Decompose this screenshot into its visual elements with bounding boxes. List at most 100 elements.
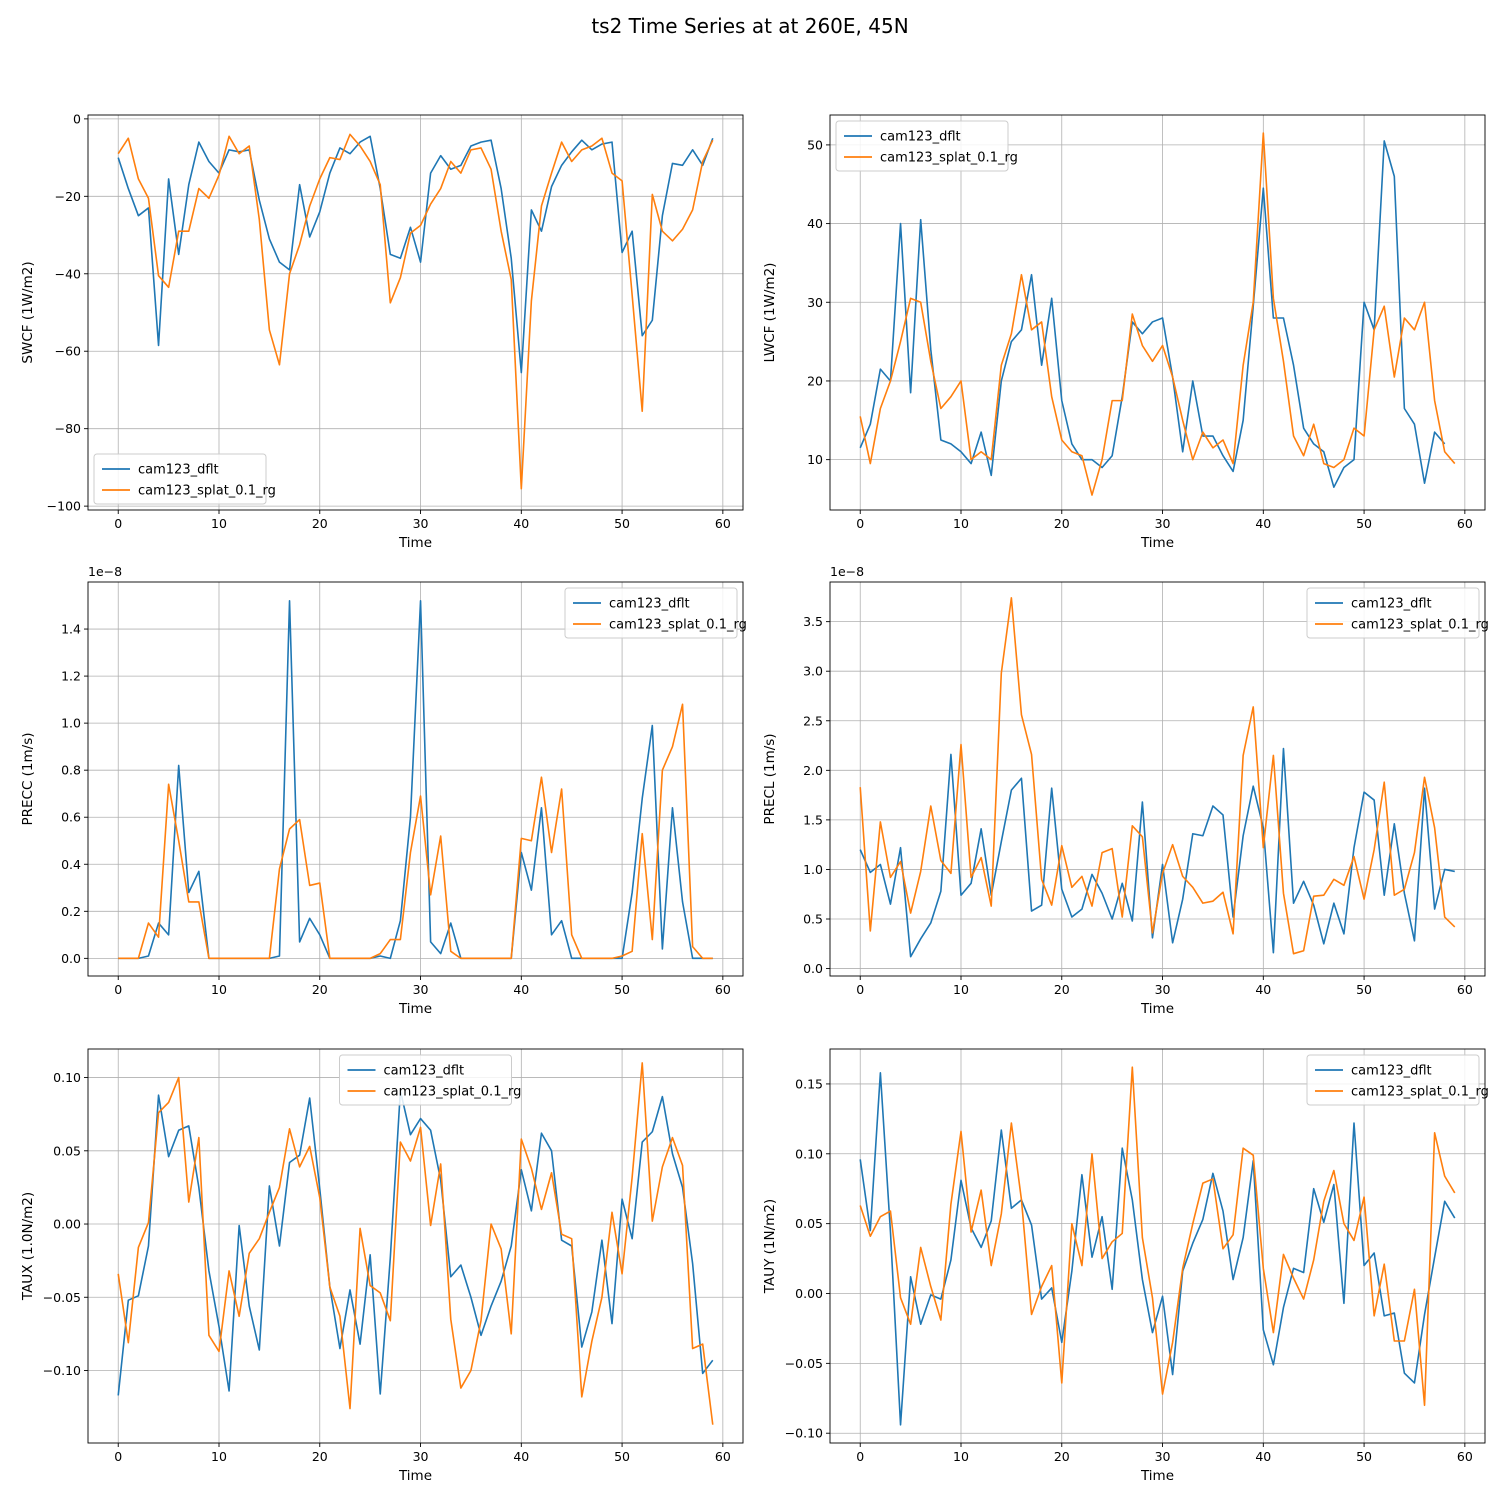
axes-frame — [87, 581, 744, 977]
y-tick-label: 0.8 — [61, 763, 81, 778]
x-tick-label: 10 — [211, 516, 227, 531]
y-tick-label: 1.2 — [61, 669, 81, 684]
y-tick-label: 2.5 — [803, 713, 823, 728]
x-tick-label: 50 — [614, 982, 630, 997]
x-tick-label: 10 — [953, 1449, 969, 1464]
x-axis-label: Time — [1140, 535, 1174, 551]
y-tick-label: 0.6 — [61, 810, 81, 825]
legend-box — [564, 587, 738, 639]
x-tick-label: 40 — [1255, 1449, 1271, 1464]
y-tick-label: 10 — [807, 452, 823, 467]
legend-entry-cam123-dflt: cam123_dflt — [384, 1064, 465, 1079]
x-tick-label: 20 — [1054, 982, 1070, 997]
x-tick-label: 20 — [312, 1449, 328, 1464]
x-tick-label: 30 — [1155, 982, 1171, 997]
x-tick-label: 10 — [211, 1449, 227, 1464]
legend-entry-cam123-dflt: cam123_dflt — [880, 130, 961, 145]
legend-entry-cam123-splat-0-1-rg: cam123_splat_0.1_rg — [1351, 618, 1489, 633]
legend: cam123_dflt cam123_splat_0.1_rg — [564, 587, 747, 639]
x-tick-label: 0 — [856, 1449, 864, 1464]
x-axis-label: Time — [1140, 1468, 1174, 1484]
y-tick-label: 0.5 — [803, 912, 823, 927]
legend: cam123_dflt cam123_splat_0.1_rg — [339, 1054, 522, 1106]
x-axis-label: Time — [398, 1001, 432, 1017]
series-line-cam123-dflt — [859, 1071, 1456, 1426]
panel-taux: 0 10 20 30 40 50 60 −0.10 −0.05 0.00 0.05 0.10 Time T… — [20, 1048, 744, 1484]
x-tick-label: 30 — [1155, 516, 1171, 531]
x-tick-label: 50 — [614, 1449, 630, 1464]
legend-entry-cam123-dflt: cam123_dflt — [138, 463, 219, 478]
x-tick-label: 60 — [715, 1449, 731, 1464]
legend-entry-cam123-splat-0-1-rg: cam123_splat_0.1_rg — [609, 618, 747, 633]
x-tick-label: 30 — [1155, 1449, 1171, 1464]
y-tick-label: −0.05 — [43, 1290, 81, 1305]
x-tick-label: 50 — [1356, 1449, 1372, 1464]
series-line-cam123-splat-0-1-rg — [117, 133, 714, 490]
legend: cam123_dflt cam123_splat_0.1_rg — [1306, 587, 1489, 639]
series-line-cam123-splat-0-1-rg — [859, 132, 1456, 496]
y-tick-label: −80 — [55, 421, 81, 436]
y-tick-label: 50 — [807, 137, 823, 152]
x-tick-label: 10 — [953, 982, 969, 997]
y-tick-label: −100 — [47, 499, 81, 514]
x-tick-label: 40 — [1255, 516, 1271, 531]
series-line-cam123-dflt — [117, 1089, 714, 1396]
x-tick-label: 30 — [413, 516, 429, 531]
x-tick-label: 30 — [413, 1449, 429, 1464]
y-tick-label: 30 — [807, 295, 823, 310]
series-line-cam123-dflt — [859, 747, 1455, 958]
y-tick-label: 0.2 — [61, 904, 81, 919]
panel-swcf: 0 10 20 30 40 50 60 0 −20 −40 −60 −80 −100 Time SWCF (… — [20, 111, 744, 551]
y-offset-label: 1e−8 — [88, 564, 122, 579]
panel-precc: 0 10 20 30 40 50 60 0.0 0.2 0.4 0.6 0.8 1.0 1.2 1.4 Tim… — [20, 564, 747, 1017]
y-tick-label: 3.0 — [803, 664, 823, 679]
y-tick-label: 1.4 — [61, 622, 81, 637]
y-tick-label: 2.0 — [803, 763, 823, 778]
legend-entry-cam123-dflt: cam123_dflt — [1351, 597, 1432, 612]
x-tick-label: 50 — [1356, 982, 1372, 997]
x-tick-label: 30 — [413, 982, 429, 997]
y-tick-label: 1.0 — [61, 716, 81, 731]
x-tick-label: 20 — [312, 516, 328, 531]
x-tick-label: 0 — [856, 982, 864, 997]
y-tick-label: 0.0 — [61, 951, 81, 966]
legend-box — [339, 1054, 512, 1106]
y-tick-label: 1.0 — [803, 862, 823, 877]
y-axis-label: PRECL (1m/s) — [762, 733, 778, 824]
x-tick-label: 60 — [1457, 516, 1473, 531]
legend-entry-cam123-splat-0-1-rg: cam123_splat_0.1_rg — [384, 1085, 522, 1100]
x-tick-label: 40 — [1255, 982, 1271, 997]
axes-frame — [87, 1048, 744, 1444]
legend: cam123_dflt cam123_splat_0.1_rg — [93, 453, 276, 505]
y-tick-label: 0.05 — [795, 1216, 823, 1231]
y-tick-label: 0 — [73, 111, 81, 126]
y-tick-label: 1.5 — [803, 812, 823, 827]
y-axis-label: TAUY (1N/m2) — [762, 1199, 778, 1294]
series-line-cam123-dflt — [859, 140, 1446, 488]
panel-lwcf: 0 10 20 30 40 50 60 10 20 30 40 50 Time LWCF (1W/m2) c… — [762, 114, 1486, 551]
x-tick-label: 50 — [1356, 516, 1372, 531]
axes-frame — [829, 581, 1486, 977]
x-tick-label: 0 — [114, 1449, 122, 1464]
series-line-cam123-dflt — [118, 600, 713, 960]
y-tick-label: 0.10 — [795, 1146, 823, 1161]
x-tick-label: 40 — [513, 982, 529, 997]
y-tick-label: 0.4 — [61, 857, 81, 872]
legend-box — [835, 120, 1009, 172]
x-axis-label: Time — [398, 1468, 432, 1484]
y-tick-label: 0.05 — [53, 1143, 81, 1158]
y-tick-label: −0.10 — [785, 1426, 823, 1441]
x-tick-label: 0 — [114, 516, 122, 531]
x-tick-label: 40 — [513, 516, 529, 531]
legend-entry-cam123-splat-0-1-rg: cam123_splat_0.1_rg — [880, 151, 1018, 166]
series-line-cam123-dflt — [117, 135, 714, 374]
y-tick-label: −20 — [55, 189, 81, 204]
y-tick-label: 0.00 — [795, 1286, 823, 1301]
panel-precl: 0 10 20 30 40 50 60 0.0 0.5 1.0 1.5 2.0 2.5 3.0 3.5 Tim… — [762, 564, 1489, 1017]
x-axis-label: Time — [398, 535, 432, 551]
series-line-cam123-splat-0-1-rg — [859, 1066, 1456, 1407]
series-line-cam123-splat-0-1-rg — [859, 597, 1456, 955]
legend-entry-cam123-splat-0-1-rg: cam123_splat_0.1_rg — [138, 484, 276, 499]
series-line-cam123-splat-0-1-rg — [118, 703, 713, 960]
